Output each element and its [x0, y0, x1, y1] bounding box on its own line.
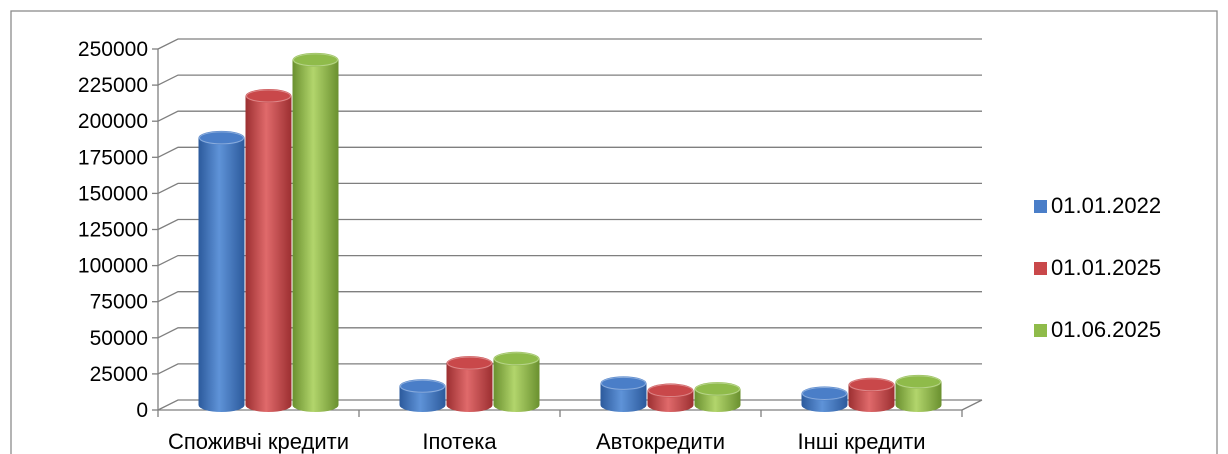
- bar-top-highlight: [447, 356, 492, 370]
- bar-top-highlight: [199, 131, 244, 145]
- gridline: [157, 291, 982, 303]
- y-tick-label: 0: [136, 399, 148, 422]
- bar-top: [292, 52, 339, 67]
- bar-top-highlight: [494, 352, 539, 366]
- y-tick-label: 150000: [78, 182, 148, 205]
- gridline: [157, 218, 982, 231]
- bar-top: [245, 88, 292, 103]
- y-tick-label: 25000: [90, 363, 148, 386]
- bar-top: [600, 376, 647, 391]
- gridline: [157, 327, 982, 339]
- floor-depth-edge: [961, 399, 983, 411]
- legend-item: 01.01.2022: [1034, 193, 1161, 218]
- x-tick-label: Споживчі кредити: [168, 429, 349, 454]
- bar-top: [446, 356, 493, 371]
- bar-top-highlight: [802, 386, 847, 400]
- bar: [245, 88, 292, 413]
- gridline: [157, 110, 982, 122]
- bar-top-highlight: [648, 384, 693, 398]
- bar: [399, 379, 446, 413]
- y-tick-label: 225000: [78, 74, 148, 97]
- bar: [694, 382, 741, 413]
- legend-label: 01.01.2022: [1051, 193, 1161, 218]
- bar-top: [399, 379, 446, 394]
- bar: [647, 383, 694, 413]
- legend-label: 01.06.2025: [1051, 317, 1161, 342]
- bar-top: [198, 130, 245, 145]
- y-tick-label: 75000: [90, 291, 148, 314]
- bar-top-highlight: [246, 89, 291, 103]
- bar-top: [694, 382, 741, 397]
- bar: [801, 386, 848, 413]
- legend-item: 01.06.2025: [1034, 317, 1161, 342]
- legend-label: 01.01.2025: [1051, 255, 1161, 280]
- legend-swatch: [1034, 324, 1047, 337]
- bar: [895, 374, 942, 413]
- gridline: [157, 38, 982, 50]
- bar: [493, 351, 540, 413]
- gridline: [157, 182, 982, 194]
- bar: [600, 376, 647, 413]
- bar-top-highlight: [293, 53, 338, 67]
- bar-body: [600, 383, 647, 413]
- bar-top-highlight: [849, 378, 894, 392]
- bar-top-highlight: [695, 382, 740, 396]
- bars: [198, 52, 942, 413]
- legend: 01.01.2022 01.01.2025 01.06.2025: [1034, 193, 1161, 342]
- y-tick-label: 250000: [78, 38, 148, 61]
- bar-top: [801, 386, 848, 401]
- bar-body: [848, 384, 895, 413]
- y-tick-label: 200000: [78, 110, 148, 133]
- y-tick-label: 125000: [78, 219, 148, 242]
- bar-top: [848, 377, 895, 392]
- bar-body: [446, 363, 493, 413]
- legend-item: 01.01.2025: [1034, 255, 1161, 280]
- bar-body: [292, 59, 339, 413]
- x-tick-label: Інші кредити: [797, 429, 925, 454]
- y-tick-label: 100000: [78, 255, 148, 278]
- legend-swatch: [1034, 262, 1047, 275]
- bar-top: [895, 374, 942, 389]
- bar-body: [399, 386, 446, 413]
- bar-top-highlight: [601, 376, 646, 390]
- x-tick-labels: Споживчі кредити Іпотека Автокредити Інші к…: [168, 429, 926, 454]
- bar-top: [647, 383, 694, 398]
- bar-body: [895, 381, 942, 413]
- bar: [848, 377, 895, 413]
- bar-top-highlight: [896, 375, 941, 389]
- bar-top: [493, 351, 540, 366]
- bar-top-highlight: [400, 379, 445, 393]
- bar: [292, 52, 339, 413]
- bar-body: [245, 95, 292, 413]
- gridlines: [157, 38, 982, 411]
- gridline: [157, 146, 982, 158]
- y-tick-label: 50000: [90, 327, 148, 350]
- x-tick-label: Іпотека: [422, 429, 497, 454]
- bar-body: [198, 137, 245, 413]
- legend-swatch: [1034, 200, 1047, 213]
- y-tick-label: 175000: [78, 146, 148, 169]
- bar-body: [493, 358, 540, 413]
- gridline: [157, 254, 982, 267]
- bar: [198, 130, 245, 413]
- bar: [446, 356, 493, 413]
- gridline: [157, 74, 982, 86]
- y-tick-labels: 0 25000 50000 75000 100000 125000 150000 175000…: [78, 38, 148, 422]
- gridline: [157, 363, 982, 375]
- x-tick-label: Автокредити: [596, 429, 725, 454]
